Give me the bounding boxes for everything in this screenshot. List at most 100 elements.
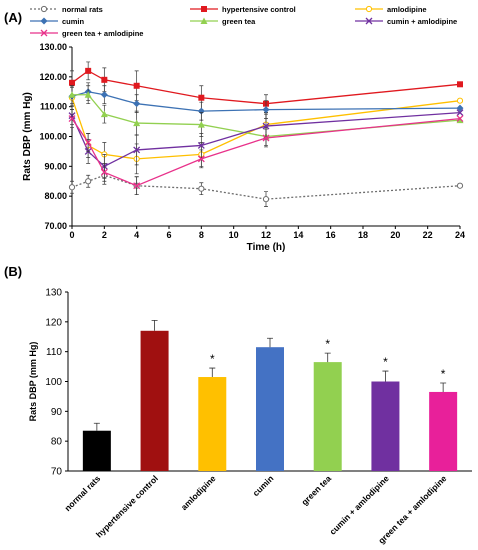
line-chart-axes: 70.00 80.00 90.00 100.00 110.00 120.00 130.00 0… — [39, 42, 465, 240]
bar-group: * amlodipine — [179, 352, 227, 512]
line-chart-series — [68, 61, 464, 207]
category-label: cumin — [251, 473, 276, 498]
data-point — [68, 91, 76, 98]
data-point — [198, 94, 205, 101]
x-tick-label: 14 — [293, 230, 303, 240]
line-chart-xlabel: Time (h) — [247, 242, 286, 253]
data-point — [456, 115, 464, 123]
legend-label: hypertensive control — [222, 5, 296, 14]
data-point — [456, 182, 464, 189]
legend-marker — [365, 17, 373, 25]
panel-b-label: (B) — [4, 264, 22, 279]
significance-marker: * — [383, 355, 388, 369]
data-point — [85, 178, 92, 185]
legend-marker — [40, 29, 48, 37]
error-bar — [93, 422, 100, 431]
y-tick-label: 70 — [51, 467, 63, 478]
bar-chart-axes: 70 80 90 100 110 120 130 — [45, 288, 472, 478]
data-point — [197, 141, 205, 149]
category-label: amlodipine — [179, 473, 218, 512]
data-point — [68, 184, 76, 191]
error-bar — [267, 337, 273, 348]
x-tick-label: 8 — [199, 230, 204, 240]
data-point — [262, 134, 270, 142]
category-label: hypertensive control — [94, 473, 160, 539]
y-tick-label: 120 — [45, 317, 62, 328]
error-bar — [151, 319, 158, 331]
data-point — [133, 182, 141, 190]
data-point — [197, 121, 205, 128]
y-tick-label: 80.00 — [44, 191, 67, 201]
y-tick-label: 130.00 — [39, 42, 67, 52]
significance-marker: * — [210, 352, 215, 366]
y-tick-label: 130 — [45, 288, 62, 299]
legend-label: cumin + amlodipine — [387, 17, 457, 26]
data-point — [197, 155, 205, 163]
legend-marker — [40, 17, 48, 25]
data-point — [85, 67, 92, 74]
data-point — [69, 79, 75, 86]
x-tick-label: 24 — [455, 230, 465, 240]
line-chart-legend: normal rats hypertensive control amlodipin… — [30, 5, 457, 38]
panel-a-label: (A) — [4, 10, 22, 25]
y-tick-label: 90.00 — [44, 161, 67, 171]
y-tick-label: 120.00 — [39, 72, 67, 82]
bar — [82, 430, 111, 471]
x-tick-label: 16 — [326, 230, 336, 240]
legend-item: hypertensive control — [190, 5, 296, 14]
x-tick-label: 20 — [390, 230, 400, 240]
legend-marker — [200, 17, 208, 24]
bar-chart-ylabel: Rats DBP (mm Hg) — [28, 342, 38, 422]
data-point — [457, 81, 463, 88]
data-point — [68, 115, 76, 123]
data-point — [84, 91, 92, 98]
category-label: cumin + amlodipine — [327, 473, 391, 537]
data-point — [100, 91, 108, 99]
series-green-tea-amlodipine — [68, 109, 464, 196]
bar-group: cumin — [251, 337, 284, 498]
legend-item: cumin — [30, 17, 85, 26]
y-tick-label: 110.00 — [40, 102, 67, 112]
legend-label: green tea + amlodipine — [62, 29, 143, 38]
data-point — [456, 116, 464, 124]
data-point — [133, 146, 141, 154]
legend-item: green tea — [190, 17, 256, 26]
category-label: green tea — [299, 473, 333, 507]
x-tick-label: 12 — [261, 230, 271, 240]
x-tick-label: 18 — [358, 230, 368, 240]
bar-group: hypertensive control — [94, 319, 169, 540]
data-point — [456, 97, 464, 104]
data-point — [456, 104, 464, 112]
legend-item: cumin + amlodipine — [355, 17, 457, 26]
data-point — [262, 196, 270, 203]
data-point — [133, 100, 141, 108]
data-point — [262, 106, 270, 114]
data-point — [100, 110, 108, 118]
data-point — [456, 109, 464, 117]
data-point — [84, 139, 92, 146]
data-point — [262, 122, 270, 130]
x-tick-label: 6 — [166, 230, 171, 240]
x-tick-label: 0 — [69, 230, 74, 240]
error-bar — [382, 370, 389, 382]
significance-marker: * — [441, 367, 446, 381]
data-point — [133, 82, 140, 89]
y-tick-label: 70.00 — [44, 221, 67, 231]
data-point — [133, 119, 141, 127]
legend-item: green tea + amlodipine — [30, 29, 143, 38]
data-point — [100, 168, 108, 176]
legend-label: green tea — [222, 17, 256, 26]
x-tick-label: 4 — [134, 230, 139, 240]
y-tick-label: 100 — [45, 377, 62, 388]
y-tick-label: 80 — [51, 437, 63, 448]
category-label: normal rats — [62, 473, 102, 513]
significance-marker: * — [325, 337, 330, 351]
x-tick-label: 22 — [423, 230, 433, 240]
legend-marker — [201, 6, 207, 12]
error-bar — [440, 382, 447, 392]
legend-marker — [365, 5, 373, 13]
bar — [429, 391, 458, 471]
y-tick-label: 110 — [46, 347, 62, 358]
